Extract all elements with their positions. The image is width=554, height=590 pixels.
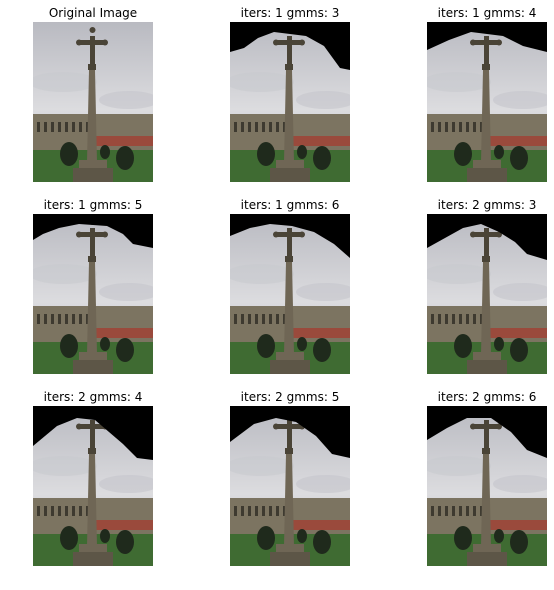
image-panel-4 — [230, 214, 350, 374]
panel-title-8: iters: 2 gmms: 6 — [407, 390, 554, 404]
panel-title-6: iters: 2 gmms: 4 — [13, 390, 173, 404]
panel-title-3: iters: 1 gmms: 5 — [13, 198, 173, 212]
image-panel-2 — [427, 22, 547, 182]
panel-title-7: iters: 2 gmms: 5 — [210, 390, 370, 404]
image-panel-1 — [230, 22, 350, 182]
image-panel-3 — [33, 214, 153, 374]
panel-title-4: iters: 1 gmms: 6 — [210, 198, 370, 212]
image-panel-7 — [230, 406, 350, 566]
image-panel-5 — [427, 214, 547, 374]
panel-title-1: iters: 1 gmms: 3 — [210, 6, 370, 20]
panel-title-2: iters: 1 gmms: 4 — [407, 6, 554, 20]
panel-title-5: iters: 2 gmms: 3 — [407, 198, 554, 212]
image-panel-8 — [427, 406, 547, 566]
image-panel-6 — [33, 406, 153, 566]
image-panel-0 — [33, 22, 153, 182]
panel-title-0: Original Image — [13, 6, 173, 20]
